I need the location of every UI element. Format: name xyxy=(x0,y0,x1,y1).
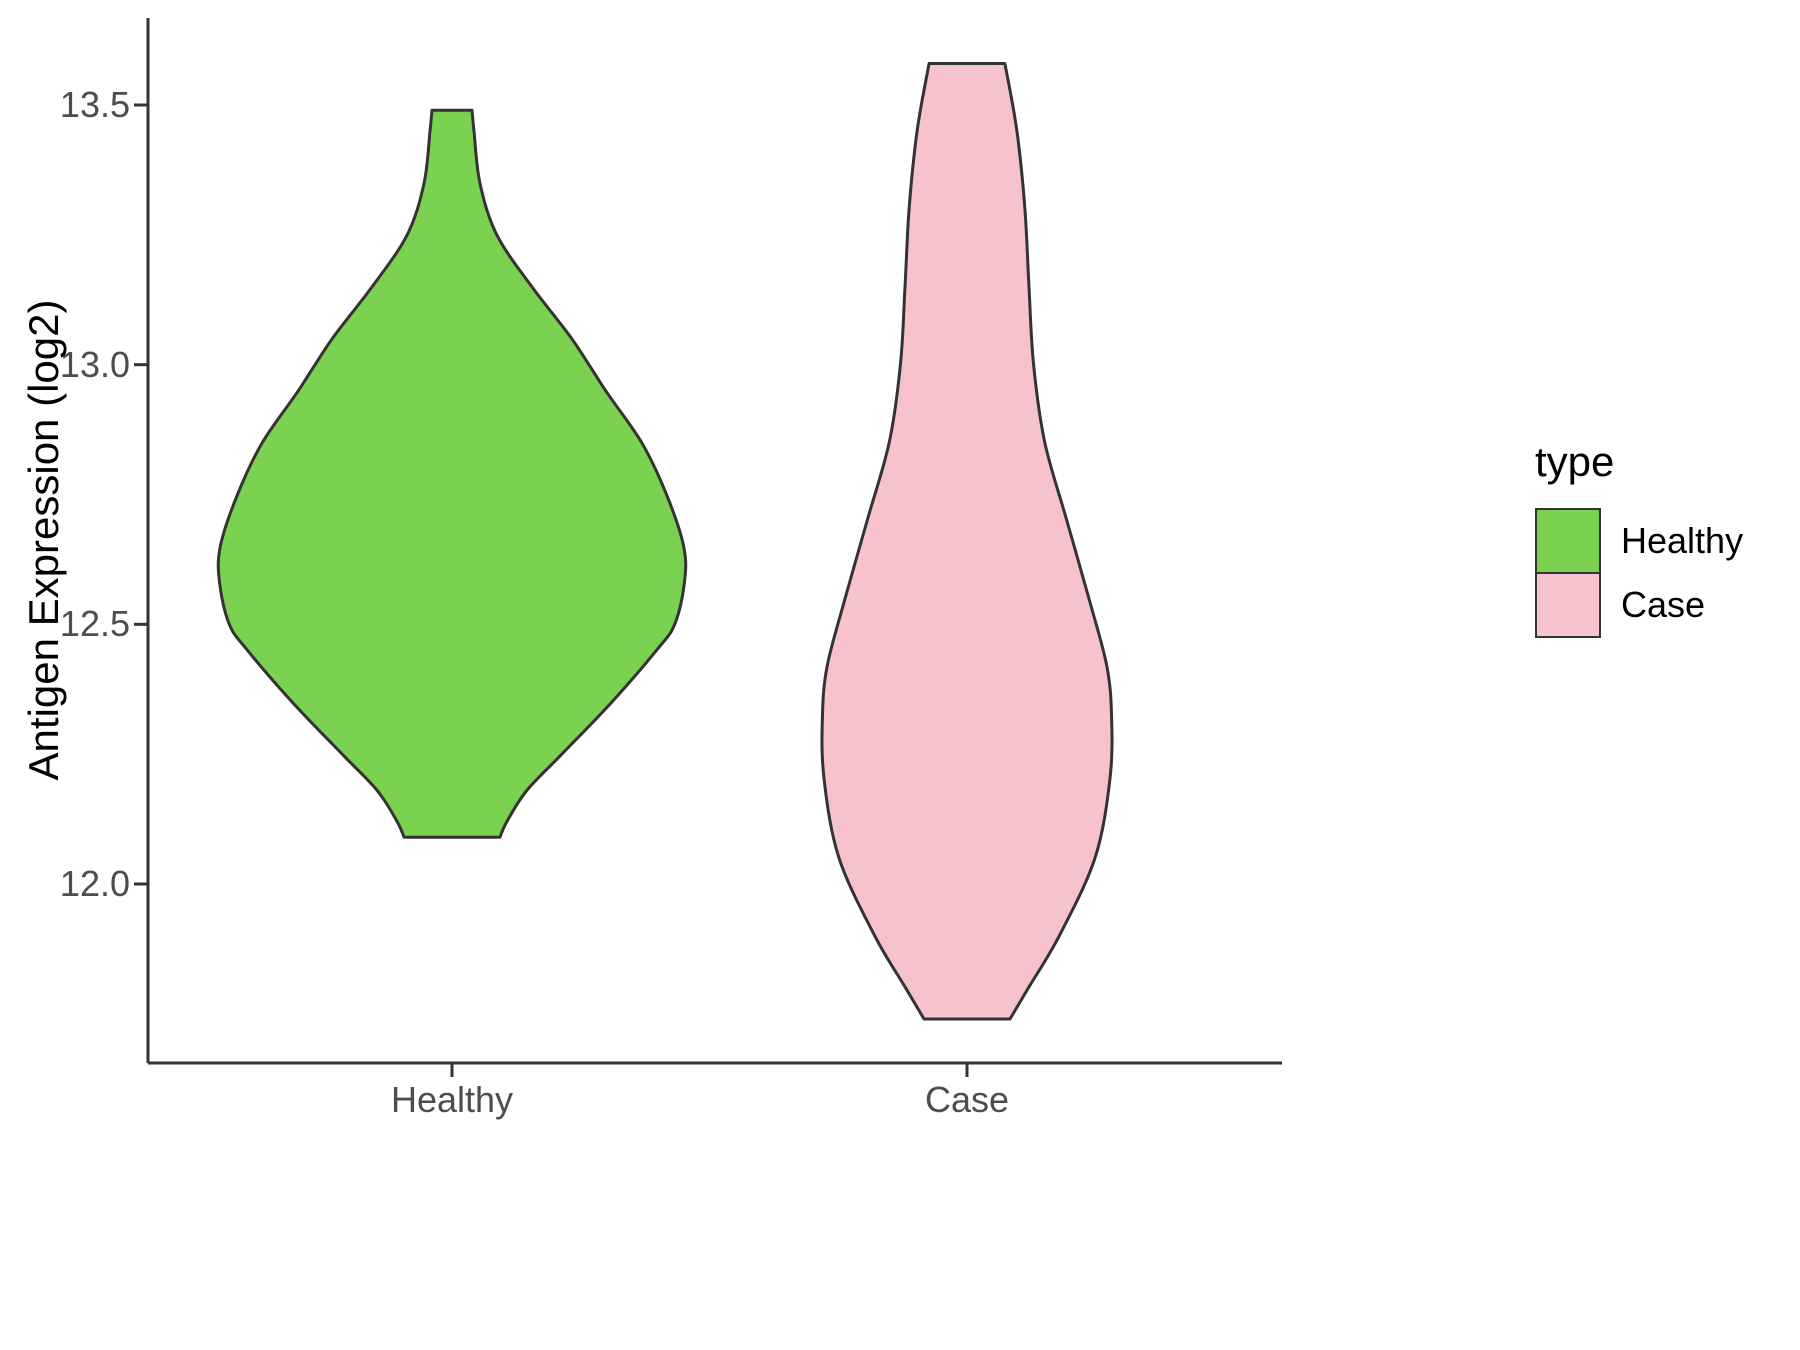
violin-case xyxy=(820,62,1114,1021)
x-tick-label-healthy: Healthy xyxy=(390,1079,514,1120)
y-tick-label: 12.5 xyxy=(59,603,130,644)
legend-swatch-case xyxy=(1535,572,1601,638)
y-tick-label: 13.0 xyxy=(59,344,130,385)
legend-item-case: Case xyxy=(1535,572,1743,638)
legend-label-healthy: Healthy xyxy=(1621,520,1744,561)
legend-label-case: Case xyxy=(1621,584,1706,625)
violin-healthy xyxy=(216,108,688,839)
legend: type Healthy Case xyxy=(1535,438,1743,638)
legend-swatch-healthy xyxy=(1535,508,1601,574)
x-tick-label-case: Case xyxy=(924,1079,1010,1120)
y-tick-label: 13.5 xyxy=(59,84,130,125)
legend-item-healthy: Healthy xyxy=(1535,508,1743,574)
y-tick-label: 12.0 xyxy=(59,863,130,904)
legend-title: type xyxy=(1535,438,1615,485)
